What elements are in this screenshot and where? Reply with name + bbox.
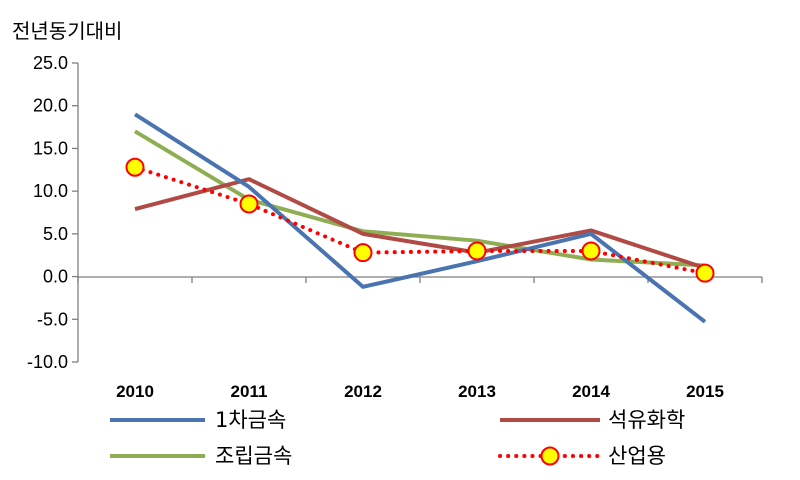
y-axis-title: 전년동기대비 <box>12 19 122 43</box>
legend-label: 1차금속 <box>215 408 286 432</box>
y-tick-label: -5.0 <box>37 309 68 329</box>
data-point <box>125 157 145 177</box>
legend-marker <box>540 446 560 466</box>
x-tick-label: 2015 <box>686 382 724 401</box>
series-1 <box>134 177 706 270</box>
series-2 <box>133 129 706 268</box>
y-tick-label: 15.0 <box>33 138 68 158</box>
series-line <box>133 129 706 268</box>
y-tick-label: -10.0 <box>27 352 68 372</box>
x-tick-label: 2014 <box>572 382 610 401</box>
legend-label: 산업용 <box>608 444 666 468</box>
y-tick-label: 5.0 <box>43 224 68 244</box>
data-point <box>467 241 487 261</box>
y-tick-label: 0.0 <box>43 267 68 287</box>
axes <box>72 62 763 363</box>
legend-item: 산업용 <box>498 444 666 468</box>
data-point <box>581 241 601 261</box>
x-tick-label: 2013 <box>458 382 496 401</box>
legend-item: 석유화학 <box>500 408 685 432</box>
y-tick-label: 10.0 <box>33 181 68 201</box>
legend-item: 조립금속 <box>110 444 292 468</box>
series-0 <box>133 112 707 324</box>
y-tick-label: 20.0 <box>33 96 68 116</box>
series-layer <box>125 112 715 324</box>
x-tick-label: 2010 <box>116 382 154 401</box>
x-tick-label: 2011 <box>231 382 268 401</box>
series-line <box>134 177 706 270</box>
y-tick-labels: 25.0 20.0 15.0 10.0 5.0 0.0 -5.0 -10.0 <box>27 53 68 372</box>
data-point <box>239 194 259 214</box>
legend-item: 1차금속 <box>110 408 286 432</box>
legend-label: 조립금속 <box>215 444 292 468</box>
x-tick-labels: 2010 2011 2012 2013 2014 2015 <box>116 382 724 401</box>
series-3 <box>125 157 715 283</box>
series-line <box>133 165 707 276</box>
x-tick-label: 2012 <box>344 382 382 401</box>
series-line <box>133 112 707 324</box>
legend-label: 석유화학 <box>608 408 685 432</box>
y-tick-label: 25.0 <box>33 53 68 73</box>
data-point <box>353 243 373 263</box>
data-point <box>695 263 715 283</box>
